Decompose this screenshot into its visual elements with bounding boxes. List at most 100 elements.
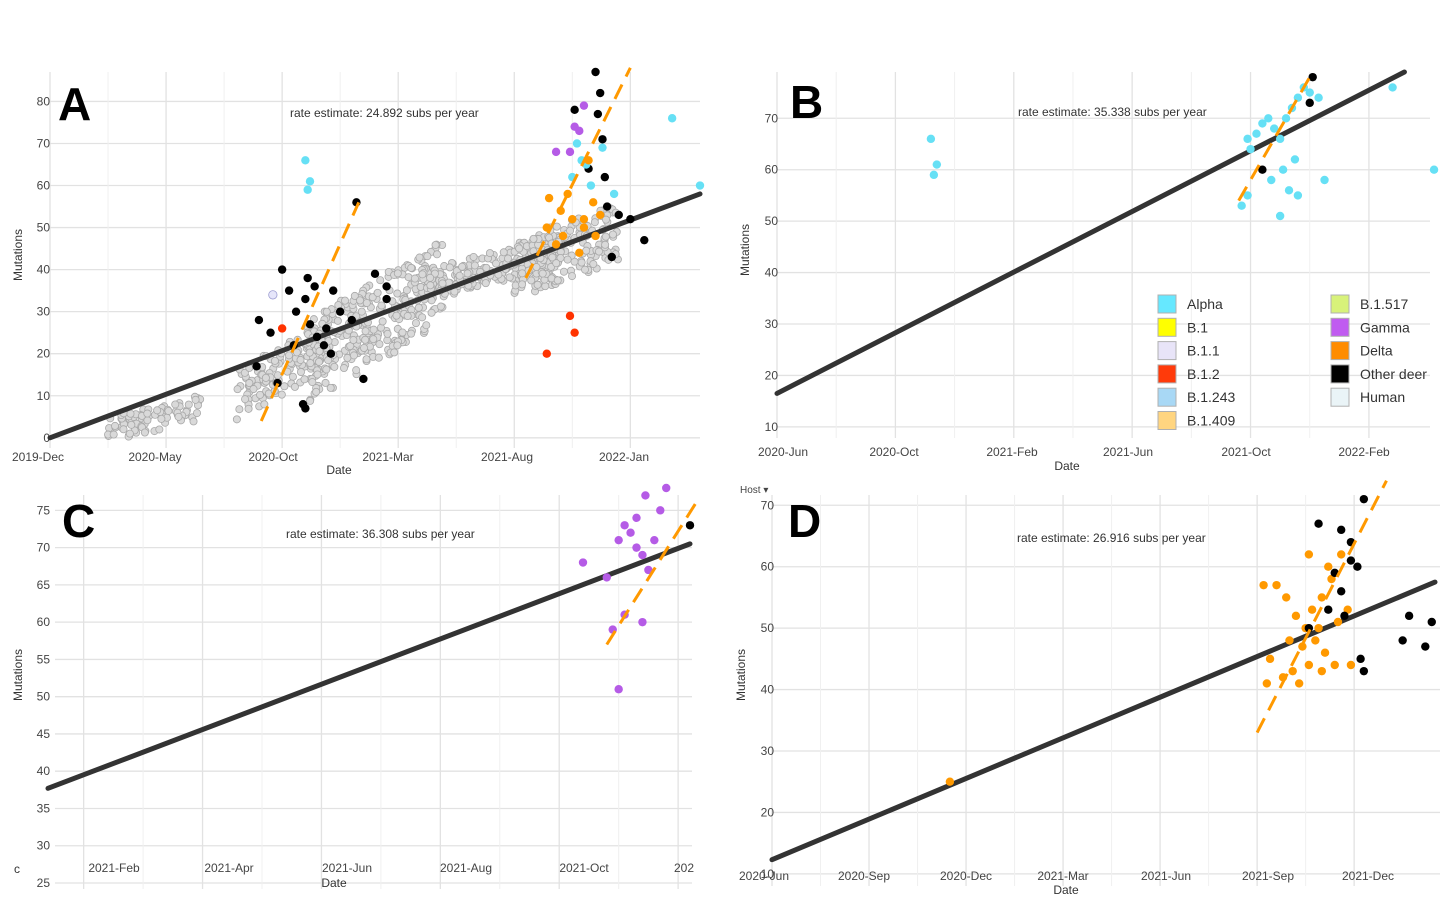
data-point: [1246, 144, 1255, 154]
data-point: [1285, 636, 1294, 645]
y-tick-label: 20: [765, 368, 779, 382]
y-tick-label: 0: [43, 431, 50, 445]
legend-label: B.1.243: [1187, 389, 1235, 405]
human-point: [290, 382, 299, 391]
human-point: [580, 265, 589, 274]
series-other-deer: [252, 67, 649, 413]
human-point: [322, 365, 331, 374]
human-point: [427, 308, 436, 317]
human-point: [393, 341, 402, 350]
data-point: [1294, 679, 1304, 688]
data-point: [579, 223, 589, 232]
legend-swatch: [1157, 317, 1177, 337]
rate-estimate-c: rate estimate: 36.308 subs per year: [286, 527, 475, 541]
human-point: [315, 357, 324, 366]
series-alpha: [301, 114, 705, 199]
human-point: [157, 414, 166, 423]
human-point: [171, 400, 180, 409]
dashed-rate-line: [1255, 480, 1388, 734]
data-point: [301, 156, 310, 165]
data-point: [301, 404, 310, 413]
data-point: [1330, 660, 1339, 670]
human-point: [340, 296, 349, 305]
data-point: [1337, 550, 1346, 559]
data-point: [312, 332, 322, 342]
data-point: [595, 88, 605, 98]
data-point: [586, 181, 596, 190]
y-tick-label: 40: [37, 263, 51, 277]
x-tick-label: 2021-Oct: [1221, 445, 1271, 459]
x-tick-label: 2021-Jun: [322, 861, 372, 875]
data-point: [614, 210, 623, 220]
y-tick-label: 40: [765, 266, 779, 280]
x-tick-label: 2021-Apr: [204, 861, 253, 875]
host-label: Host ▾: [740, 485, 768, 496]
human-point: [438, 279, 447, 288]
human-point: [174, 412, 183, 421]
data-point: [1353, 562, 1362, 571]
data-point: [626, 528, 635, 537]
legend-label: B.1.517: [1360, 296, 1408, 312]
human-point: [556, 253, 565, 262]
y-tick-label: 40: [37, 764, 51, 778]
human-point: [415, 253, 424, 262]
human-point: [270, 356, 279, 365]
human-point: [433, 250, 442, 259]
data-point: [1308, 72, 1317, 82]
data-point: [685, 521, 695, 530]
human-point: [376, 276, 385, 285]
data-point: [662, 483, 671, 493]
x-tick-label: 2020-May: [128, 450, 181, 464]
data-point: [1317, 593, 1327, 602]
data-point: [1237, 201, 1246, 210]
human-point: [463, 269, 472, 278]
data-point: [319, 341, 329, 350]
human-point: [277, 390, 286, 399]
x-tick-label: 2021-Feb: [986, 445, 1038, 459]
legend-swatch: [1330, 294, 1350, 314]
human-point: [378, 317, 387, 326]
data-point: [565, 311, 575, 321]
x-tick-label: 2021-Aug: [440, 861, 492, 875]
x-tick-label: 2021-Jun: [1103, 445, 1153, 459]
series-gamma: [551, 101, 589, 157]
data-point: [591, 67, 600, 77]
human-point: [288, 372, 297, 381]
human-point: [191, 395, 200, 404]
data-point: [277, 324, 287, 333]
human-point: [326, 383, 335, 392]
x-tick-label: 2022-Feb: [1338, 445, 1390, 459]
human-point: [403, 312, 412, 321]
human-point: [232, 415, 241, 424]
human-point: [330, 362, 339, 371]
rate-estimate-d: rate estimate: 26.916 subs per year: [1017, 531, 1206, 545]
y-tick-label: 70: [37, 136, 51, 150]
data-point: [929, 170, 939, 180]
y-tick-label: 20: [761, 805, 775, 819]
data-point: [595, 210, 605, 220]
human-point: [418, 313, 427, 322]
data-point: [1324, 562, 1333, 571]
data-point: [1270, 124, 1279, 133]
data-point: [589, 198, 598, 207]
data-point: [695, 181, 705, 190]
human-point: [256, 390, 265, 399]
human-point: [155, 425, 164, 434]
data-point: [1290, 155, 1300, 164]
data-point: [266, 328, 275, 337]
data-point: [626, 214, 635, 224]
human-point: [233, 385, 242, 394]
x-axis-label-d: Date: [1053, 883, 1079, 897]
data-point: [1259, 580, 1268, 590]
data-point: [1267, 175, 1276, 185]
data-point: [593, 109, 603, 119]
human-point: [398, 328, 407, 337]
legend-label: Gamma: [1360, 319, 1410, 335]
y-tick-label: 80: [37, 94, 51, 108]
data-point: [1337, 525, 1346, 535]
rate-estimate-a: rate estimate: 24.892 subs per year: [290, 106, 479, 120]
data-point: [1258, 119, 1267, 128]
data-point: [542, 349, 551, 358]
human-point: [360, 343, 369, 352]
legend-swatch: [1330, 317, 1350, 337]
